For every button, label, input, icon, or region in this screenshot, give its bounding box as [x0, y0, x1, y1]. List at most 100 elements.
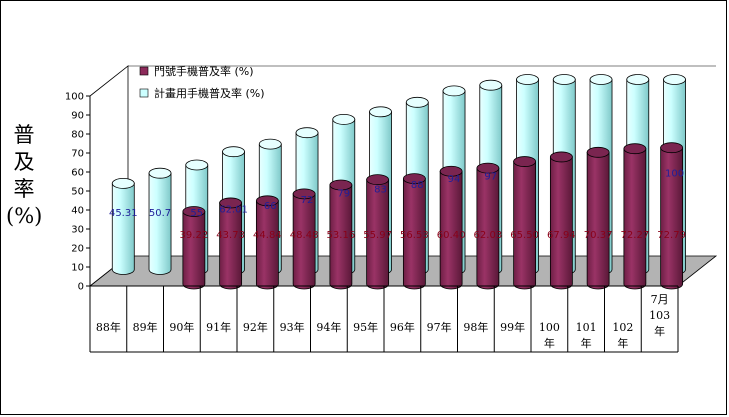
- bar-front: [586, 146, 610, 290]
- category-label: 7月: [651, 293, 669, 306]
- data-label-back: 100: [665, 169, 684, 180]
- category-label: 98年: [463, 320, 488, 334]
- category-label: 88年: [96, 320, 121, 334]
- bar-front: [255, 195, 279, 290]
- category-label: 年: [581, 336, 592, 350]
- y-tick-label: 10: [71, 263, 84, 274]
- bar-back-cap: [185, 159, 209, 171]
- legend-label-front: 門號手機普及率 (%): [154, 64, 254, 78]
- category-label: 93年: [280, 320, 305, 334]
- bar-front: [476, 162, 500, 290]
- y-tick-label: 40: [71, 206, 84, 217]
- y-axis-label-char: 及: [13, 150, 35, 174]
- data-label-back: 79: [337, 188, 350, 199]
- y-tick-label: 50: [71, 187, 84, 198]
- bar-front: [439, 165, 463, 290]
- category-label: 97年: [427, 320, 452, 334]
- data-label-back: 45.31: [109, 208, 138, 219]
- data-label-front: 72.27: [621, 230, 650, 241]
- bar-front-cap: [366, 174, 390, 186]
- bar-front-cap: [329, 179, 353, 191]
- category-label: 90年: [169, 320, 194, 334]
- data-label-front: 44.84: [253, 230, 282, 241]
- bar-back-body: [111, 183, 135, 275]
- bar-front: [513, 156, 537, 290]
- y-axis-label-unit: (%): [6, 204, 43, 228]
- bar-front-body: [439, 170, 463, 290]
- bar-front-body: [549, 156, 573, 290]
- bar-back-cap: [552, 74, 576, 85]
- bar-front-cap: [402, 173, 426, 184]
- category-label: 96年: [390, 320, 415, 334]
- category-label: 91年: [206, 320, 231, 334]
- bar-front-body: [660, 147, 684, 290]
- bar-front-body: [182, 211, 206, 290]
- bar-back-cap: [258, 138, 282, 150]
- data-label-front: 70.37: [584, 230, 613, 241]
- data-label-front: 62.03: [474, 230, 503, 241]
- category-label: 103: [649, 309, 670, 322]
- bar-back-cap: [111, 178, 135, 189]
- data-label-front: 60.40: [437, 230, 466, 241]
- bar-back-cap: [148, 167, 172, 179]
- legend: 門號手機普及率 (%) 計畫用手機普及率 (%): [139, 64, 265, 100]
- series-front: [182, 142, 684, 290]
- bar-back-body: [148, 172, 172, 275]
- y-axis-label: 普 及 率 (%): [6, 122, 42, 230]
- y-tick-label: 30: [71, 225, 84, 236]
- bar-front-body: [329, 184, 353, 290]
- category-label: 92年: [243, 320, 268, 334]
- bar-back-cap: [663, 74, 686, 85]
- bar-front-body: [513, 161, 537, 290]
- y-tick-label: 20: [71, 244, 84, 255]
- bar-back-cap: [479, 79, 503, 91]
- bar-front-cap: [586, 146, 610, 158]
- bar-back-cap: [589, 74, 613, 85]
- bar-front: [623, 143, 647, 290]
- bar-front: [660, 142, 684, 290]
- bar-back-cap: [222, 146, 245, 158]
- bar-front-cap: [439, 165, 463, 177]
- data-label-back: 97: [484, 171, 497, 182]
- category-label: 89年: [133, 320, 158, 334]
- category-label: 99年: [500, 320, 525, 334]
- data-label-front: 48.48: [290, 230, 319, 241]
- legend-swatch-back: [139, 88, 149, 98]
- data-label-front: 43.73: [216, 230, 245, 241]
- data-label-front: 56.53: [400, 230, 429, 241]
- bar-front-body: [219, 202, 243, 290]
- y-tick-label: 100: [65, 92, 84, 103]
- bar-front-cap: [292, 188, 316, 200]
- data-label-back: 62.01: [219, 205, 248, 216]
- data-label-back: 88: [411, 180, 424, 191]
- data-label-back: 66: [264, 201, 277, 212]
- bar-front-body: [366, 179, 390, 290]
- bar-front-cap: [660, 142, 684, 154]
- bar-front-cap: [549, 151, 573, 163]
- bar-front: [292, 188, 316, 290]
- y-tick-label: 0: [78, 282, 84, 293]
- bar-back-cap: [626, 74, 650, 85]
- bar-front-body: [292, 193, 316, 290]
- bar-front-cap: [513, 156, 537, 167]
- bar-front-body: [255, 200, 279, 290]
- bar-back: [111, 178, 135, 275]
- category-label: 95年: [353, 320, 378, 334]
- data-label-back: 50.7: [149, 208, 171, 219]
- data-label-front: 39.22: [180, 230, 209, 241]
- bar-front-cap: [219, 197, 243, 209]
- bar-front-cap: [623, 143, 647, 155]
- data-label-front: 55.97: [363, 230, 392, 241]
- y-tick-label: 80: [71, 130, 84, 141]
- category-table: 88年 89年 90年 91年 92年 93年 94年 95年 96年 97年 98年 99年 100 年…: [89, 285, 679, 353]
- category-label: 102: [612, 321, 633, 334]
- bar-back-cap: [369, 106, 392, 118]
- category-label: 年: [654, 324, 665, 338]
- data-label-front: 67.94: [547, 230, 576, 241]
- bar-back-cap: [516, 74, 539, 85]
- legend-swatch-front: [139, 66, 149, 76]
- bar-front-cap: [182, 206, 206, 217]
- data-label-front: 72.79: [657, 230, 686, 241]
- category-label: 100: [539, 321, 560, 334]
- bar-back: [148, 167, 172, 275]
